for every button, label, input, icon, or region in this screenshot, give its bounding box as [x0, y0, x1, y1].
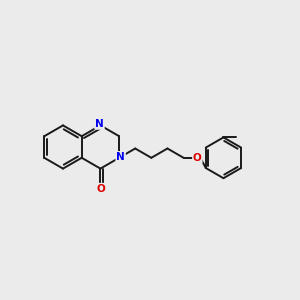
Text: N: N: [116, 152, 125, 162]
Text: O: O: [97, 184, 105, 194]
Text: O: O: [193, 153, 202, 163]
Text: N: N: [95, 119, 104, 129]
